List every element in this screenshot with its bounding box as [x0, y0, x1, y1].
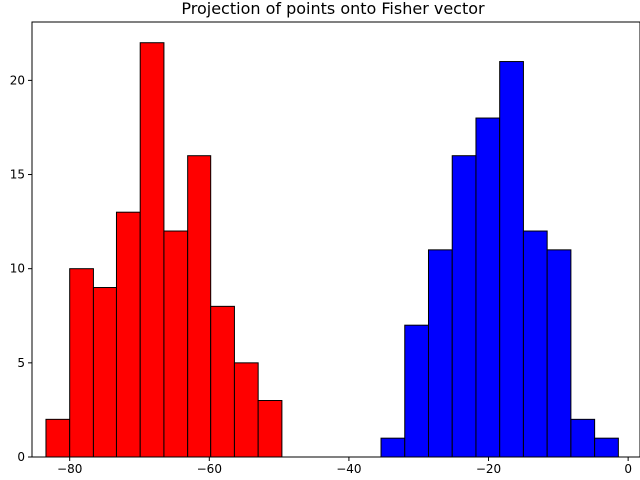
axes-layer: −80 −60 −40 −20 0 0 5 10 15 20 [10, 73, 632, 476]
x-tick-label-4: 0 [624, 462, 632, 476]
bars-layer [45, 42, 619, 458]
histogram-bar-s0-5 [163, 230, 189, 458]
y-tick-label-3: 15 [10, 168, 25, 182]
histogram-bar-s1-0 [380, 437, 406, 458]
histogram-bar-s0-4 [139, 42, 165, 458]
y-tick-label-4: 20 [10, 73, 25, 87]
histogram-bar-s0-8 [233, 362, 259, 458]
histogram-bar-s0-3 [115, 211, 141, 458]
y-tick-label-2: 10 [10, 262, 25, 276]
histogram-bar-s1-3 [451, 155, 477, 458]
x-tick-label-3: −20 [476, 462, 501, 476]
histogram-bar-s0-6 [187, 155, 212, 458]
histogram-bar-s0-2 [92, 287, 117, 458]
histogram-bar-s1-9 [594, 437, 619, 458]
x-tick-label-0: −80 [57, 462, 82, 476]
histogram-bar-s0-1 [69, 268, 94, 458]
histogram-bar-s1-2 [427, 249, 453, 458]
histogram-bar-s1-7 [546, 249, 572, 458]
histogram-bar-s1-5 [499, 61, 524, 458]
histogram-bar-s0-7 [210, 305, 235, 458]
histogram-bar-s1-1 [404, 324, 429, 458]
y-tick-label-1: 5 [17, 356, 25, 370]
histogram-bar-s0-9 [257, 400, 283, 458]
histogram-bar-s1-8 [570, 418, 596, 458]
chart-title: Projection of points onto Fisher vector [181, 0, 485, 18]
x-tick-label-1: −60 [197, 462, 222, 476]
plot-frame [31, 21, 640, 458]
x-tick-label-2: −40 [336, 462, 361, 476]
y-tick-label-0: 0 [17, 450, 25, 464]
histogram-bar-s1-6 [522, 230, 548, 458]
histogram-bar-s1-4 [475, 117, 501, 458]
histogram-bar-s0-0 [45, 418, 71, 458]
